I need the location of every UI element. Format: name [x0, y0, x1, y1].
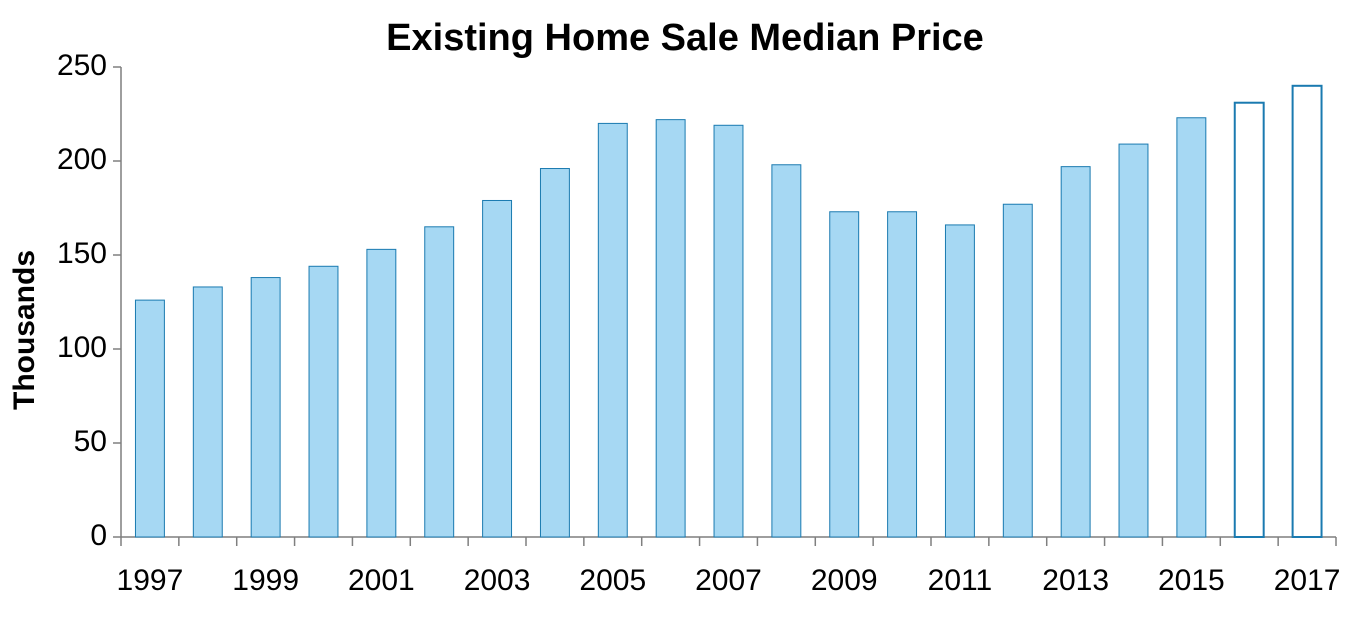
bar — [713, 124, 744, 538]
y-tick-label: 200 — [57, 143, 107, 176]
bar — [1291, 84, 1323, 539]
y-tick-label: 0 — [90, 519, 107, 552]
bar — [1118, 143, 1149, 538]
x-tick-label: 2011 — [928, 564, 993, 597]
bar — [829, 211, 860, 538]
bar — [944, 224, 975, 538]
x-tick-label: 2009 — [811, 564, 878, 597]
x-tick-label: 2013 — [1042, 564, 1109, 597]
bar — [134, 299, 165, 538]
y-tick-label: 50 — [74, 425, 107, 458]
y-tick-label: 250 — [57, 49, 107, 82]
x-tick-label: 2015 — [1158, 564, 1225, 597]
bar — [366, 248, 397, 538]
x-tick-label: 2017 — [1274, 564, 1341, 597]
bar — [1233, 101, 1265, 538]
y-tick-label: 100 — [57, 331, 107, 364]
bar — [539, 168, 570, 538]
x-tick-label: 2003 — [464, 564, 531, 597]
y-tick-label: 150 — [57, 237, 107, 270]
bar — [655, 119, 686, 538]
bar — [887, 211, 918, 538]
x-tick-label: 1999 — [232, 564, 299, 597]
bar — [482, 199, 513, 538]
x-tick-label: 2005 — [579, 564, 646, 597]
bar — [250, 277, 281, 538]
bar — [308, 265, 339, 538]
chart-title: Existing Home Sale Median Price — [386, 17, 984, 59]
bar — [1176, 117, 1207, 538]
bar — [192, 286, 223, 538]
bar — [597, 122, 628, 538]
x-tick-label: 1997 — [117, 564, 184, 597]
bar — [771, 164, 802, 538]
x-tick-label: 2007 — [695, 564, 762, 597]
bar — [424, 226, 455, 538]
x-tick-label: 2001 — [348, 564, 415, 597]
bar — [1060, 166, 1091, 538]
y-axis-label: Thousands — [8, 250, 41, 410]
bar — [1002, 203, 1033, 538]
